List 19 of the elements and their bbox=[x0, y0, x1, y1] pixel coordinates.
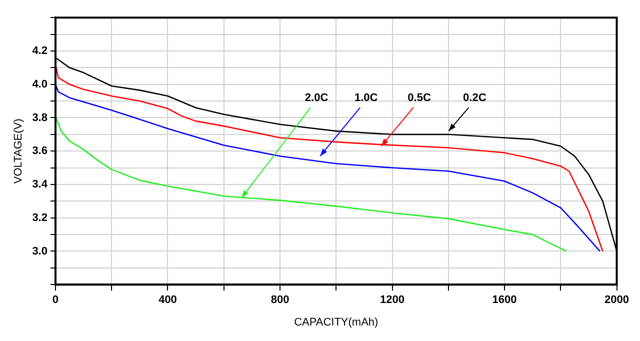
y-tick-label: 3.6 bbox=[32, 145, 48, 158]
x-tick-label: 400 bbox=[158, 294, 177, 306]
annotation: 0.5C bbox=[408, 92, 431, 104]
y-tick-label: 3.4 bbox=[32, 178, 48, 191]
y-tick-label: 3.0 bbox=[32, 245, 48, 258]
annotation: 2.0C bbox=[304, 92, 328, 104]
annotation: 1.0C bbox=[354, 92, 378, 104]
x-tick-label: 1200 bbox=[380, 294, 404, 306]
annotation: 0.2C bbox=[463, 92, 486, 104]
y-tick-label: 4.0 bbox=[32, 78, 48, 90]
y-tick-label: 4.2 bbox=[32, 45, 48, 58]
y-tick-label: 3.8 bbox=[32, 112, 48, 124]
x-tick-label: 1600 bbox=[492, 294, 517, 306]
x-tick-label: 0 bbox=[52, 294, 59, 306]
x-axis-title: CAPACITY(mAh) bbox=[294, 316, 378, 328]
x-tick-label: 800 bbox=[270, 294, 290, 306]
x-tick-label: 2000 bbox=[604, 294, 630, 306]
y-tick-label: 3.2 bbox=[32, 212, 48, 224]
y-axis-title: VOLTAGE(V) bbox=[12, 118, 25, 184]
